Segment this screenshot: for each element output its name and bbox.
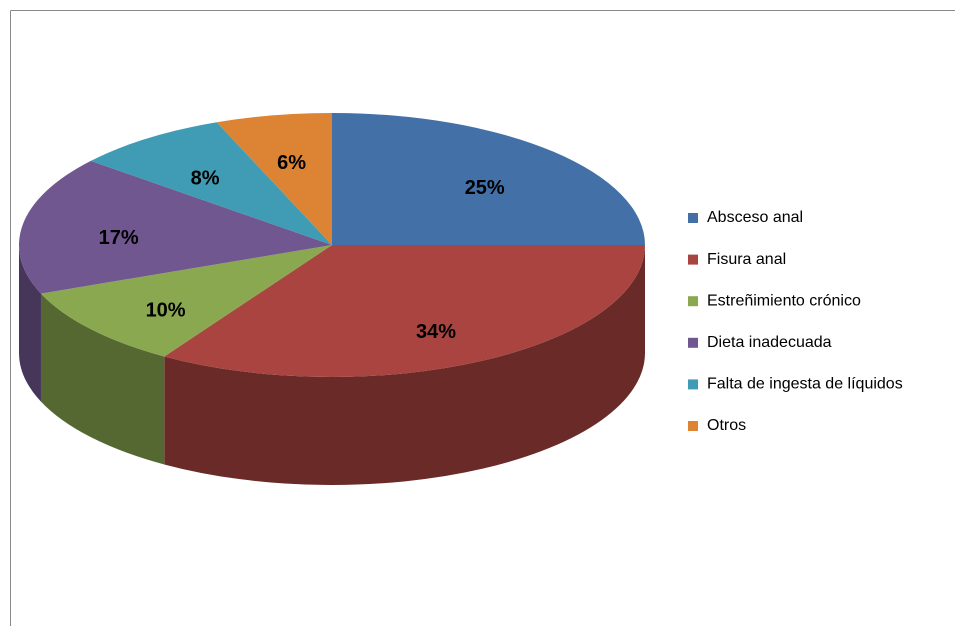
slice-side (164, 245, 646, 485)
legend-swatch (688, 213, 698, 223)
slice (40, 245, 333, 357)
legend-label: Fisura anal (707, 251, 786, 268)
data-label: 10% (146, 299, 186, 321)
data-label: 34% (416, 321, 456, 343)
slice (164, 245, 646, 377)
slice (332, 113, 645, 245)
slice (18, 160, 333, 294)
data-label: 8% (191, 168, 220, 190)
data-label: 25% (465, 177, 505, 199)
slice-side (19, 245, 41, 402)
data-label: 17% (99, 227, 139, 249)
legend-swatch (688, 421, 698, 431)
slice-side (40, 293, 165, 465)
legend-swatch (688, 254, 698, 265)
legend-label: Falta de ingesta de líquidos (707, 376, 903, 393)
legend-label: Otros (707, 417, 746, 434)
legend-swatch (688, 337, 698, 348)
data-label: 6% (277, 152, 306, 174)
slice (216, 113, 332, 245)
legend-label: Absceso anal (707, 209, 803, 226)
legend-swatch (688, 296, 698, 307)
slice (90, 122, 333, 245)
legend-label: Dieta inadecuada (707, 334, 832, 351)
legend-label: Estreñimiento crónico (707, 292, 861, 309)
legend-swatch (688, 379, 698, 390)
